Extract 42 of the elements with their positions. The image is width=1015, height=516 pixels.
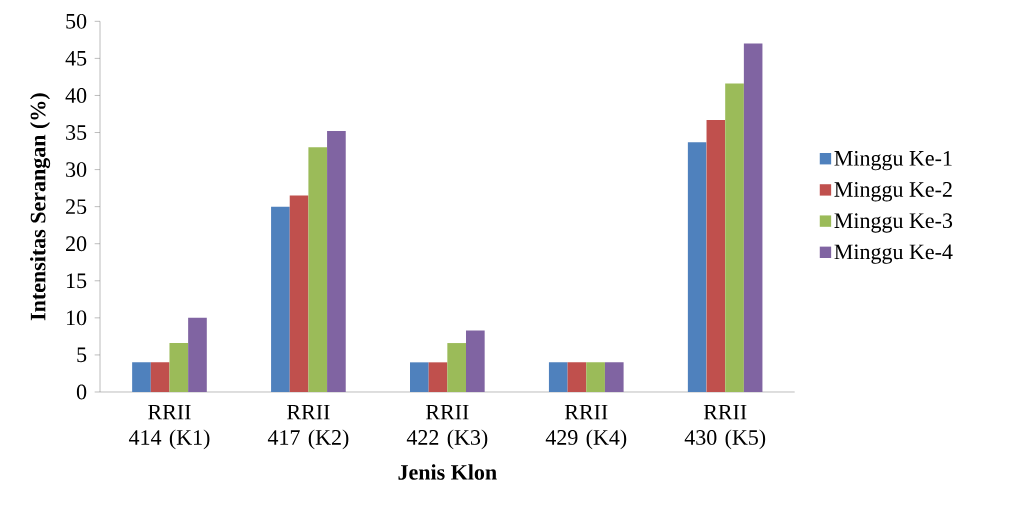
y-tick-label: 0 [76, 384, 87, 400]
bar [466, 330, 485, 392]
bar [150, 362, 170, 392]
bar [271, 206, 290, 392]
y-tick-label: 20 [66, 236, 87, 252]
y-tick-label: 30 [66, 162, 87, 178]
legend-label: Minggu Ke-4 [834, 244, 953, 264]
x-tick-label: RRII 417 (K2) [267, 404, 349, 450]
y-axis-title: Intensitas Serangan (%) [30, 93, 51, 321]
bar [706, 119, 726, 392]
bar [169, 343, 189, 392]
y-tick-label: 45 [65, 51, 87, 66]
bar [289, 195, 309, 392]
y-tick-label: 15 [67, 273, 87, 289]
bar [308, 147, 328, 392]
bar [548, 362, 568, 392]
x-tick-label: RRII 429 (K4) [545, 404, 627, 450]
y-tick-label: 5 [77, 347, 87, 363]
x-tick-label: RRII 414 (K1) [128, 404, 210, 450]
bar [132, 362, 151, 392]
bar [327, 131, 346, 392]
bar [586, 362, 605, 392]
y-tick-label: 50 [66, 13, 87, 29]
x-tick-label: RRII 422 (K3) [406, 404, 488, 450]
y-tick-label: 40 [65, 88, 87, 103]
y-tick-label: 25 [66, 199, 87, 215]
y-tick-label: 10 [67, 310, 87, 326]
x-tick-label: RRII 430 (K5) [684, 404, 766, 450]
bar [188, 317, 207, 392]
bar [604, 362, 624, 392]
bar [447, 343, 466, 392]
bar [687, 142, 707, 392]
bar [428, 362, 448, 392]
legend-label: Minggu Ke-1 [834, 150, 952, 171]
bar [567, 362, 587, 392]
legend-label: Minggu Ke-3 [834, 213, 953, 233]
y-tick-label: 35 [66, 125, 87, 140]
x-axis-title: Jenis Klon [398, 464, 497, 480]
bar [725, 83, 744, 392]
bar [410, 362, 429, 392]
legend-label: Minggu Ke-2 [834, 182, 952, 202]
bar [743, 43, 763, 392]
